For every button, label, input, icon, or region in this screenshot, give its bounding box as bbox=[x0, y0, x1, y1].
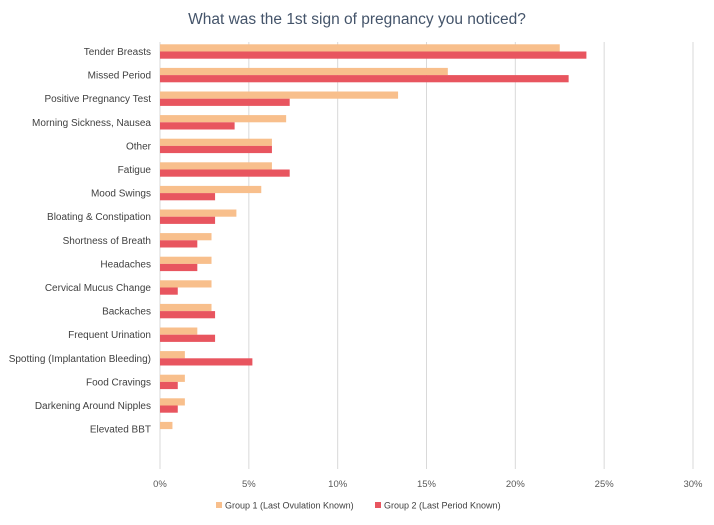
bar-group-2 bbox=[160, 405, 178, 413]
bar-group-2 bbox=[160, 169, 290, 177]
legend-label: Group 1 (Last Ovulation Known) bbox=[225, 501, 354, 511]
bar-group-1 bbox=[160, 67, 448, 76]
legend-swatch bbox=[375, 502, 381, 508]
chart-title: What was the 1st sign of pregnancy you n… bbox=[188, 11, 526, 28]
bar-group-2 bbox=[160, 334, 216, 342]
legend-label: Group 2 (Last Period Known) bbox=[384, 501, 501, 511]
bar-group-1 bbox=[160, 327, 198, 335]
x-tick-label: 20% bbox=[506, 479, 526, 490]
bar-group-1 bbox=[160, 138, 272, 146]
bar-group-1 bbox=[160, 115, 287, 123]
bar-group-2 bbox=[160, 75, 569, 83]
bar-group-2 bbox=[160, 145, 272, 154]
category-label: Mood Swings bbox=[91, 189, 151, 200]
x-tick-label: 30% bbox=[683, 479, 703, 490]
category-label: Other bbox=[126, 141, 152, 152]
gridlines bbox=[159, 42, 694, 469]
x-tick-label: 0% bbox=[153, 479, 167, 490]
bar-group-1 bbox=[160, 303, 212, 312]
bar-group-1 bbox=[160, 351, 185, 359]
x-tick-label: 5% bbox=[242, 479, 256, 490]
category-label: Bloating & Constipation bbox=[47, 212, 151, 223]
category-label: Positive Pregnancy Test bbox=[44, 94, 151, 105]
bar-group-2 bbox=[160, 122, 235, 130]
category-label: Morning Sickness, Nausea bbox=[32, 118, 151, 129]
category-label: Food Cravings bbox=[86, 377, 151, 388]
bar-group-1 bbox=[160, 421, 173, 430]
bar-group-2 bbox=[160, 311, 216, 319]
bar-group-2 bbox=[160, 98, 290, 106]
bar-group-1 bbox=[160, 162, 272, 170]
bar-group-2 bbox=[160, 263, 198, 272]
bar-group-1 bbox=[160, 398, 185, 406]
category-label: Elevated BBT bbox=[90, 425, 151, 436]
bar-group-2 bbox=[160, 240, 198, 248]
category-label: Cervical Mucus Change bbox=[45, 283, 152, 294]
bar-group-1 bbox=[160, 44, 560, 52]
category-label: Shortness of Breath bbox=[63, 236, 151, 247]
bar-group-2 bbox=[160, 51, 587, 59]
x-tick-label: 15% bbox=[417, 479, 437, 490]
bar-group-1 bbox=[160, 185, 262, 194]
category-label: Backaches bbox=[102, 307, 151, 318]
category-label: Frequent Urination bbox=[68, 330, 151, 341]
bar-group-1 bbox=[160, 374, 185, 382]
bars bbox=[160, 44, 587, 430]
x-axis-ticks: 0% 5% 10% 15% 20% 25% 30% bbox=[153, 479, 703, 490]
bar-group-2 bbox=[160, 381, 178, 390]
bar-group-1 bbox=[160, 280, 212, 288]
category-label: Missed Period bbox=[88, 71, 151, 82]
category-labels: Tender Breasts Missed Period Positive Preg… bbox=[9, 47, 152, 436]
category-label: Fatigue bbox=[118, 165, 152, 176]
category-label: Headaches bbox=[100, 259, 151, 270]
category-label: Darkening Around Nipples bbox=[35, 401, 151, 412]
legend: Group 1 (Last Ovulation Known) Group 2 (L… bbox=[216, 501, 501, 511]
bar-group-2 bbox=[160, 287, 178, 295]
category-label: Spotting (Implantation Bleeding) bbox=[9, 354, 151, 365]
bar-group-1 bbox=[160, 256, 212, 264]
x-tick-label: 10% bbox=[328, 479, 348, 490]
category-label: Tender Breasts bbox=[84, 47, 151, 58]
bar-group-2 bbox=[160, 193, 216, 201]
bar-group-1 bbox=[160, 209, 237, 217]
bar-group-2 bbox=[160, 216, 216, 224]
bar-group-2 bbox=[160, 358, 253, 366]
bar-group-1 bbox=[160, 91, 399, 99]
x-tick-label: 25% bbox=[595, 479, 615, 490]
bar-group-1 bbox=[160, 233, 212, 241]
legend-swatch bbox=[216, 502, 222, 508]
